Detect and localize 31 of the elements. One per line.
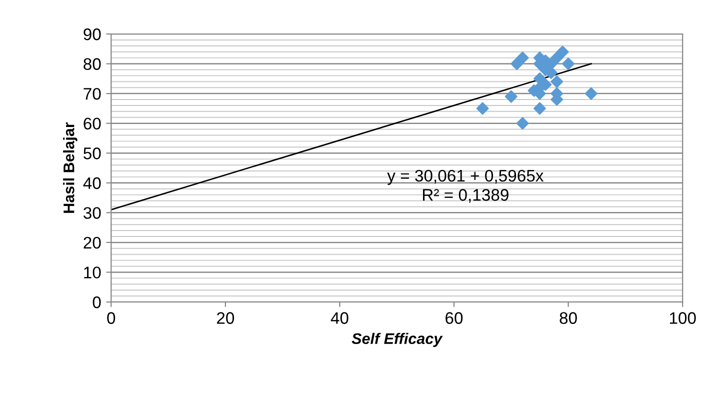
x-tick-label: 20 [216,312,234,324]
point [584,87,598,100]
x-tick-label: 0 [107,312,116,324]
point [562,58,575,70]
annotation: y = 30,061 + 0,5965x R² = 0,1389 [387,170,544,203]
point [550,52,564,64]
x-tick-label: 60 [446,312,463,324]
y-tick-label: 80 [84,58,101,70]
point [533,102,546,115]
y-tick-label: 70 [84,88,101,100]
y-tick-label: 40 [83,177,101,190]
point [476,102,489,115]
y-tick-label: 10 [84,266,101,278]
point [516,117,529,130]
x-axis-title: Self Efficacy [352,332,443,348]
x-tick-label: 40 [330,312,348,324]
point [556,46,569,58]
y-tick-label: 60 [84,118,101,130]
point [516,52,529,64]
point [504,90,518,103]
point [533,72,546,85]
y-tick-label: 0 [92,296,101,308]
y-axis-title: Hasil Belajar [63,122,78,213]
x-tick-label: 80 [560,312,577,324]
x-tick-label: 100 [670,312,696,324]
y-tick-label: 90 [84,28,101,40]
point [550,75,564,88]
y-tick-label: 30 [84,207,101,219]
point [510,58,524,70]
y-tick-label: 50 [84,148,101,160]
y-tick-label: 20 [84,236,101,249]
